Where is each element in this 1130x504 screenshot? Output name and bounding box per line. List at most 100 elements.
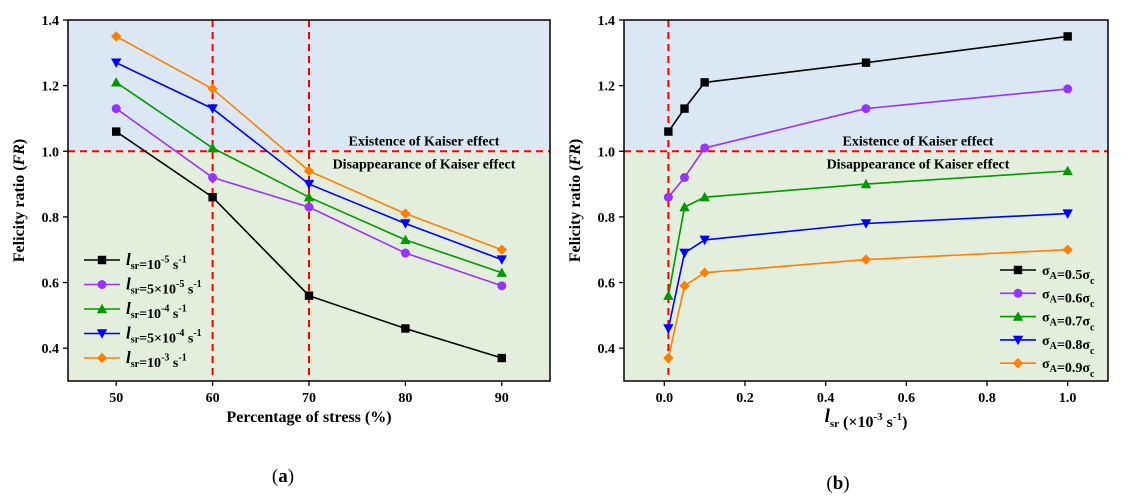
legend-entry-part: σ bbox=[1042, 264, 1050, 279]
legend-entry-part: =0.5σ bbox=[1057, 268, 1090, 283]
legend-entry-part: -1 bbox=[178, 255, 186, 266]
y-tick-label: 0.8 bbox=[598, 211, 616, 226]
data-point bbox=[663, 352, 674, 364]
panel-caption-part: ) bbox=[843, 473, 849, 494]
region-existence bbox=[624, 20, 1108, 152]
panel-caption-part: a bbox=[278, 466, 288, 487]
y-tick-label: 1.0 bbox=[598, 145, 616, 160]
legend-marker bbox=[97, 280, 107, 289]
y-tick-label: 1.4 bbox=[42, 14, 60, 29]
data-point bbox=[664, 127, 673, 136]
data-point bbox=[496, 244, 507, 255]
y-tick-label: 1.2 bbox=[598, 80, 616, 95]
legend-marker bbox=[1013, 288, 1023, 298]
data-point bbox=[700, 78, 709, 87]
legend-entry-part: -1 bbox=[178, 304, 186, 315]
legend-entry-part: c bbox=[1090, 323, 1095, 334]
y-tick-label: 1.4 bbox=[598, 14, 616, 29]
plot-frame bbox=[623, 19, 1109, 382]
data-point bbox=[400, 234, 411, 245]
data-point bbox=[663, 192, 673, 202]
y-axis-label-part: ) bbox=[11, 139, 28, 144]
panel-caption-part: b bbox=[833, 473, 844, 494]
legend-entry: σA=0.7σc bbox=[1042, 311, 1095, 334]
data-point bbox=[208, 193, 217, 202]
data-point bbox=[699, 267, 710, 278]
legend-entry-part: l bbox=[126, 348, 131, 367]
data-point bbox=[304, 291, 314, 300]
legend-entry: lsr=10-3 s-1 bbox=[126, 348, 187, 371]
legend-entry-part: -3 bbox=[161, 353, 169, 364]
x-axis-label-part: -1 bbox=[893, 411, 902, 423]
legend-entry-part: -1 bbox=[193, 328, 201, 339]
legend-entry-part: sr bbox=[131, 359, 140, 370]
legend-entry-part: =0.7σ bbox=[1057, 315, 1090, 330]
panel-caption: (a) bbox=[272, 466, 294, 487]
legend-entry-part: -5 bbox=[176, 279, 184, 290]
data-point bbox=[303, 179, 315, 190]
data-point bbox=[861, 104, 871, 114]
y-axis-label-part: FR bbox=[11, 144, 28, 167]
data-point bbox=[496, 255, 507, 265]
data-point bbox=[208, 173, 218, 183]
legend-entry-part: l bbox=[126, 250, 131, 269]
legend-entry-part: A bbox=[1050, 318, 1058, 329]
data-point bbox=[1062, 209, 1073, 219]
x-axis-label-part: ) bbox=[902, 414, 907, 431]
legend-entry-part: -5 bbox=[161, 255, 169, 266]
panel-caption-part: ( bbox=[272, 466, 278, 487]
legend-entry-part: =0.8σ bbox=[1057, 338, 1090, 353]
y-axis-label-part: FR bbox=[567, 144, 584, 167]
legend-entry: σA=0.6σc bbox=[1042, 287, 1095, 310]
legend-entry-part: A bbox=[1050, 294, 1058, 305]
legend-entry-part: c bbox=[1090, 299, 1095, 310]
region-disappearance bbox=[624, 151, 1108, 381]
annotation-existence: Existence of Kaiser effect bbox=[843, 134, 994, 149]
x-tick-label: 0.4 bbox=[817, 391, 835, 406]
y-tick-label: 1.2 bbox=[42, 80, 60, 95]
data-point bbox=[207, 83, 218, 95]
legend-entry: lsr=5×10-5 s-1 bbox=[126, 275, 202, 298]
legend-marker bbox=[1012, 358, 1024, 369]
data-point bbox=[860, 219, 872, 229]
data-point bbox=[207, 104, 218, 114]
x-tick-label: 50 bbox=[109, 391, 123, 406]
panel-caption-part: ) bbox=[288, 466, 294, 487]
legend-entry-part: c bbox=[1090, 369, 1095, 380]
y-tick-label: 0.4 bbox=[598, 342, 616, 357]
legend-entry-part: A bbox=[1050, 341, 1058, 352]
legend-entry-part: c bbox=[1090, 276, 1095, 287]
legend-entry-part: =10 bbox=[139, 356, 161, 371]
legend-entry-part: sr bbox=[131, 335, 140, 346]
x-axis-label-part: sr bbox=[830, 418, 839, 430]
y-tick-label: 0.6 bbox=[598, 277, 616, 292]
y-axis-label: Felicity ratio (FR) bbox=[11, 139, 28, 263]
legend-marker bbox=[96, 329, 108, 339]
legend-marker bbox=[96, 303, 108, 314]
data-point bbox=[497, 281, 507, 291]
legend-entry-part: =10 bbox=[139, 307, 161, 322]
legend-entry-part: s bbox=[184, 332, 194, 347]
data-point bbox=[700, 143, 710, 153]
legend-entry-part: -4 bbox=[161, 304, 169, 315]
chart-panel-a: Existence of Kaiser effect Disappearance … bbox=[11, 14, 551, 487]
x-tick-label: 1.0 bbox=[1059, 391, 1077, 406]
x-tick-label: 0.0 bbox=[656, 391, 674, 406]
x-axis-label-part: -3 bbox=[874, 411, 884, 423]
y-tick-label: 0.6 bbox=[42, 277, 60, 292]
y-axis-label-part: ) bbox=[567, 139, 584, 144]
data-point bbox=[303, 192, 315, 202]
legend-marker bbox=[97, 255, 107, 265]
data-point bbox=[111, 104, 121, 114]
legend-entry-part: =5×10 bbox=[139, 283, 176, 298]
legend-entry-part: σ bbox=[1042, 287, 1050, 302]
legend-entry-part: s bbox=[169, 307, 179, 322]
annotation-disappearance: Disappearance of Kaiser effect bbox=[827, 157, 1010, 172]
data-point bbox=[663, 290, 674, 300]
data-point bbox=[111, 77, 122, 87]
legend-entry-part: l bbox=[126, 324, 131, 343]
legend-entry: σA=0.5σc bbox=[1042, 264, 1095, 287]
data-point bbox=[1063, 32, 1072, 41]
x-tick-label: 0.2 bbox=[736, 391, 754, 406]
